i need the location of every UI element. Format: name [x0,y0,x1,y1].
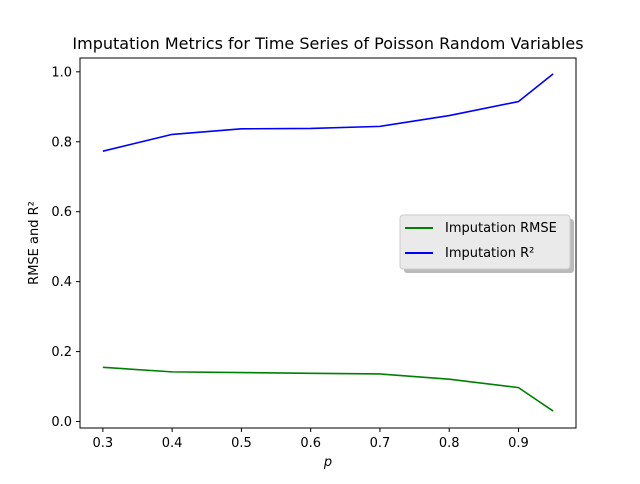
y-tick-label: 0.4 [51,275,72,290]
series-line-r2 [102,73,554,152]
axis-ticks: 0.3 0.4 0.5 0.6 0.7 0.8 0.9 0.0 0.2 0.4 0.6 0.8 1.0 [51,65,529,451]
x-tick-label: 0.6 [300,436,321,451]
y-tick-label: 0.6 [51,205,72,220]
legend-label-rmse: Imputation RMSE [445,221,557,236]
y-tick-label: 1.0 [51,65,72,80]
legend-box [399,214,571,270]
x-tick-label: 0.8 [439,436,460,451]
plot-area-frame [79,57,577,429]
series-lines [102,73,554,412]
x-tick-label: 0.5 [231,436,252,451]
chart-title: Imputation Metrics for Time Series of Po… [72,34,583,53]
x-tick-label: 0.9 [508,436,529,451]
y-tick-label: 0.2 [51,345,72,360]
x-tick-label: 0.4 [162,436,183,451]
y-tick-label: 0.8 [51,135,72,150]
x-axis-label: p [323,455,332,470]
legend: Imputation RMSE Imputation R² [399,214,574,273]
y-axis-label: RMSE and R² [27,201,42,285]
legend-label-r2: Imputation R² [445,246,534,261]
series-line-rmse [102,366,554,412]
y-tick-label: 0.0 [51,415,72,430]
x-tick-label: 0.3 [93,436,114,451]
x-tick-label: 0.7 [370,436,391,451]
